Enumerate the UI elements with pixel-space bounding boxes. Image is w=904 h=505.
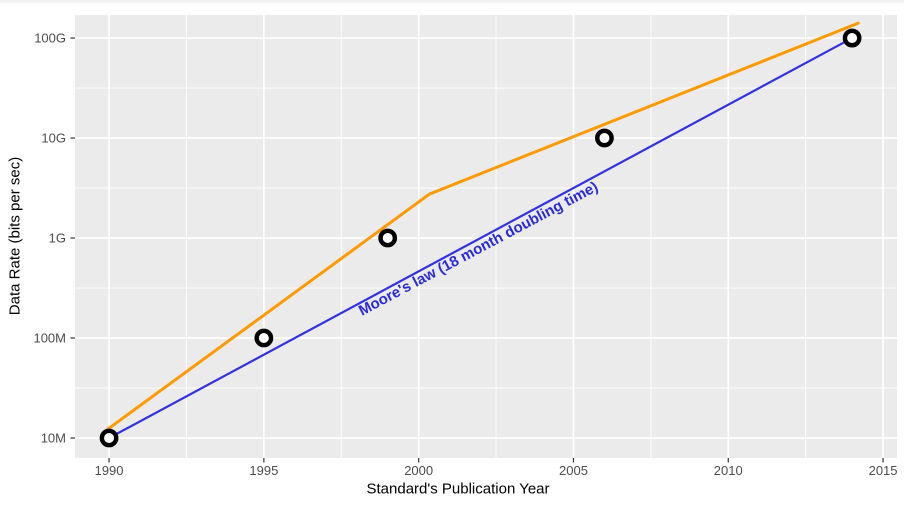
y-tick-label: 10M	[41, 431, 66, 446]
top-edge-strip	[0, 0, 904, 3]
data-point-2014	[842, 28, 862, 48]
series-standards-trend	[103, 21, 860, 433]
x-axis-title: Standard's Publication Year	[366, 480, 550, 498]
x-tick-label: 2010	[714, 463, 743, 478]
series-moores-law	[107, 36, 854, 440]
data-point-1999	[378, 228, 398, 248]
y-tick-label: 100G	[34, 31, 66, 46]
data-point-1995	[254, 328, 274, 348]
x-tick-label: 1995	[249, 463, 278, 478]
x-tick-label: 2015	[869, 463, 898, 478]
y-tick-label: 100M	[33, 331, 66, 346]
data-point-2006	[595, 128, 614, 148]
x-tick-label: 1990	[95, 463, 124, 478]
x-tick-label: 2000	[404, 463, 433, 478]
y-axis-title: Data Rate (bits per sec)	[6, 156, 24, 316]
data-point-1990	[99, 428, 119, 448]
x-tick-label: 2005	[559, 463, 588, 478]
y-tick-label: 1G	[49, 231, 66, 246]
y-tick-label: 10G	[41, 131, 66, 146]
